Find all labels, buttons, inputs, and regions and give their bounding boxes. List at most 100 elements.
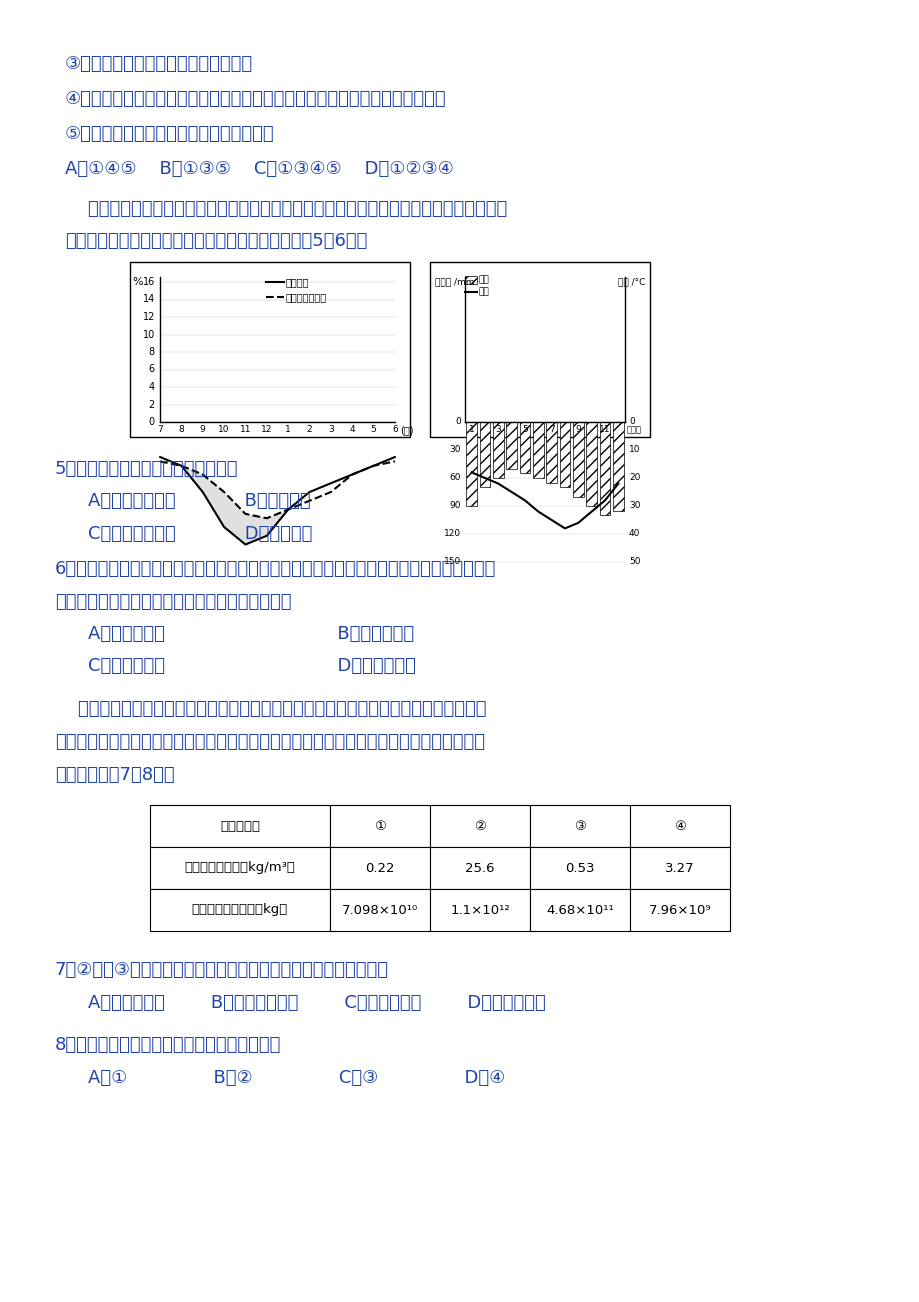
Text: 0: 0	[629, 418, 634, 427]
Text: 降水: 降水	[479, 288, 489, 297]
Text: 7: 7	[157, 424, 163, 434]
Text: 20: 20	[629, 474, 640, 483]
Bar	[546, 422, 556, 483]
Text: 3: 3	[328, 424, 334, 434]
Bar	[529, 805, 630, 848]
Bar	[630, 848, 729, 889]
Text: ④货流以煤、石油、天然气、木材、建材和粮食为主，铁路和管道运输快捷安全: ④货流以煤、石油、天然气、木材、建材和粮食为主，铁路和管道运输快捷安全	[65, 90, 446, 108]
Bar	[479, 422, 490, 487]
Text: 牛草料需求关系图，右图为该地气候资料。读图回答5～6题。: 牛草料需求关系图，右图为该地气候资料。读图回答5～6题。	[65, 232, 367, 250]
Text: 6: 6	[391, 424, 397, 434]
Text: 30: 30	[629, 501, 640, 510]
Text: 1: 1	[285, 424, 290, 434]
Text: 1.1×10¹²: 1.1×10¹²	[449, 904, 509, 917]
Text: 5．左图中阴影部分形成的主要原因是: 5．左图中阴影部分形成的主要原因是	[55, 460, 238, 478]
Bar	[529, 889, 630, 931]
Bar	[532, 422, 543, 478]
Text: 4: 4	[349, 424, 355, 434]
Text: 11: 11	[240, 424, 251, 434]
Text: 降水量 /mm: 降水量 /mm	[435, 277, 474, 286]
Text: 5: 5	[370, 424, 376, 434]
Text: 0.53: 0.53	[564, 862, 594, 875]
Bar	[330, 848, 429, 889]
Bar	[429, 262, 650, 437]
Text: ①: ①	[374, 819, 385, 832]
Text: 60: 60	[449, 474, 460, 483]
Text: ⑤有些海岸线沿线地区政治复杂，不易通过: ⑤有些海岸线沿线地区政治复杂，不易通过	[65, 125, 275, 143]
Text: 7．②河较③河年平均入海沙量大，产生这一结果的主要原因是流域: 7．②河较③河年平均入海沙量大，产生这一结果的主要原因是流域	[55, 961, 389, 979]
Bar	[559, 422, 570, 487]
Text: 50: 50	[629, 557, 640, 566]
Text: 90: 90	[449, 501, 460, 510]
Text: 征，据此回答7～8题。: 征，据此回答7～8题。	[55, 766, 175, 784]
Text: 7.96×10⁹: 7.96×10⁹	[648, 904, 710, 917]
Text: C．雨量的多少                              D．奶牛的数量: C．雨量的多少 D．奶牛的数量	[65, 658, 415, 674]
Bar	[330, 889, 429, 931]
Text: 气温: 气温	[479, 276, 489, 285]
Text: 2: 2	[306, 424, 312, 434]
Polygon shape	[352, 466, 373, 474]
Text: 道某断面的泥沙数量，其大小取决于含沙量和径流总量。下表为我国四条河流入海口泥沙特: 道某断面的泥沙数量，其大小取决于含沙量和径流总量。下表为我国四条河流入海口泥沙特	[55, 733, 484, 751]
Text: 30: 30	[449, 445, 460, 454]
Bar	[585, 422, 596, 506]
Bar	[330, 805, 429, 848]
Bar	[612, 422, 623, 510]
Bar	[464, 276, 476, 284]
Bar	[599, 422, 609, 516]
Text: %: %	[132, 277, 143, 286]
Text: 多年平均含沙量（kg/m³）: 多年平均含沙量（kg/m³）	[185, 862, 295, 875]
Text: 多年平均入海沙量（kg）: 多年平均入海沙量（kg）	[192, 904, 288, 917]
Text: 乳牛牧草需求量: 乳牛牧草需求量	[286, 292, 326, 302]
Text: 牧草成长: 牧草成长	[286, 277, 309, 286]
Text: 11: 11	[598, 424, 610, 434]
Text: 7: 7	[549, 424, 554, 434]
Text: 10: 10	[142, 329, 154, 340]
Bar	[573, 422, 583, 496]
Text: 9: 9	[574, 424, 581, 434]
Bar	[493, 422, 503, 478]
Text: 新西兰是著名的乳畜业国家，其乳畜产品销往世界各地。左图为新西兰某地牧草成长与乳: 新西兰是著名的乳畜业国家，其乳畜产品销往世界各地。左图为新西兰某地牧草成长与乳	[65, 201, 506, 217]
Bar	[429, 889, 529, 931]
Bar	[150, 889, 330, 931]
Text: 3: 3	[495, 424, 501, 434]
Bar	[630, 805, 729, 848]
Text: 40: 40	[629, 530, 640, 539]
Bar	[466, 422, 476, 506]
Text: 2: 2	[149, 400, 154, 410]
Text: 6．一般而言乳畜业最主要的产品是牛奶，以供应市场，但该地最主要的外销产品却是不易变: 6．一般而言乳畜业最主要的产品是牛奶，以供应市场，但该地最主要的外销产品却是不易…	[55, 560, 496, 578]
Polygon shape	[224, 492, 245, 544]
Text: 8．四条河流中，多年平均入海径流量最小的是: 8．四条河流中，多年平均入海径流量最小的是	[55, 1036, 281, 1055]
Text: 8: 8	[178, 424, 184, 434]
Text: ②: ②	[473, 819, 485, 832]
Bar	[630, 889, 729, 931]
Bar	[519, 422, 529, 474]
Text: 9: 9	[199, 424, 205, 434]
Text: ③: ③	[573, 819, 585, 832]
Text: 河流入海口: 河流入海口	[220, 819, 260, 832]
Polygon shape	[202, 474, 224, 527]
Text: 0.22: 0.22	[365, 862, 394, 875]
Text: 14: 14	[142, 294, 154, 305]
Text: 12: 12	[261, 424, 272, 434]
Text: ③陆地地形平坦，管道及铁路更易铺设: ③陆地地形平坦，管道及铁路更易铺设	[65, 55, 253, 73]
Text: 16: 16	[142, 277, 154, 286]
Text: 3.27: 3.27	[664, 862, 694, 875]
Text: 河流含沙量为河流中单位水体所含悬移质泥沙的重量。河流输沙量为一定时段内通过河: 河流含沙量为河流中单位水体所含悬移质泥沙的重量。河流输沙量为一定时段内通过河	[55, 700, 486, 717]
Text: ④: ④	[674, 819, 686, 832]
Text: A．地形的种类                              B．市场的距离: A．地形的种类 B．市场的距离	[65, 625, 414, 643]
Text: 8: 8	[149, 348, 154, 357]
Bar	[429, 848, 529, 889]
Text: 150: 150	[443, 557, 460, 566]
Bar	[429, 805, 529, 848]
Text: 5: 5	[522, 424, 528, 434]
Text: （月）: （月）	[627, 424, 641, 434]
Text: (月): (月)	[400, 424, 413, 435]
Text: 4: 4	[149, 381, 154, 392]
Text: 质的其它乳制品，与这种现象有关的因素最可能是: 质的其它乳制品，与这种现象有关的因素最可能是	[55, 592, 291, 611]
Text: 120: 120	[443, 530, 460, 539]
Polygon shape	[245, 514, 267, 544]
Text: 1: 1	[469, 424, 474, 434]
Text: 6: 6	[149, 365, 154, 375]
Text: 7.098×10¹⁰: 7.098×10¹⁰	[342, 904, 417, 917]
Bar	[150, 848, 330, 889]
